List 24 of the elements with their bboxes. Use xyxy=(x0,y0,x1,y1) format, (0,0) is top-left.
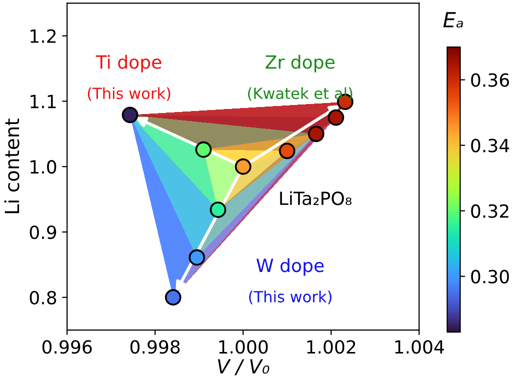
x-axis-title: V / V₀ xyxy=(218,359,270,376)
x-tick-label: 1.002 xyxy=(307,340,356,354)
x-tick-label: 0.996 xyxy=(42,340,92,354)
y-tick-label: 1.2 xyxy=(30,29,56,43)
color-bar-label: 0.32 xyxy=(471,204,508,218)
color-bar-title: Eₐ xyxy=(443,12,463,28)
y-tick-label: 1.1 xyxy=(30,94,56,108)
color-bar-label: 0.30 xyxy=(471,270,509,284)
point xyxy=(234,158,252,175)
annotation: LiTa₂PO₈ xyxy=(280,191,352,206)
annotation: (This work) xyxy=(249,290,332,304)
color-bar-label: 0.36 xyxy=(471,73,509,87)
annotation: (This work) xyxy=(88,87,170,101)
x-tick-label: 0.998 xyxy=(130,340,180,354)
y-tick-label: 0.9 xyxy=(30,225,56,240)
x-tick-label: 1.000 xyxy=(219,340,268,354)
y-tick-label: 0.8 xyxy=(30,290,56,304)
y-tick-label: 1.0 xyxy=(30,160,56,174)
y-axis-title: Li content xyxy=(4,118,20,214)
x-tick-label: 1.004 xyxy=(395,340,444,354)
annotation: Ti dope xyxy=(96,54,162,72)
annotation: W dope xyxy=(256,258,324,276)
annotation: Zr dope xyxy=(266,54,334,72)
color-bar-label: 0.34 xyxy=(471,138,510,152)
